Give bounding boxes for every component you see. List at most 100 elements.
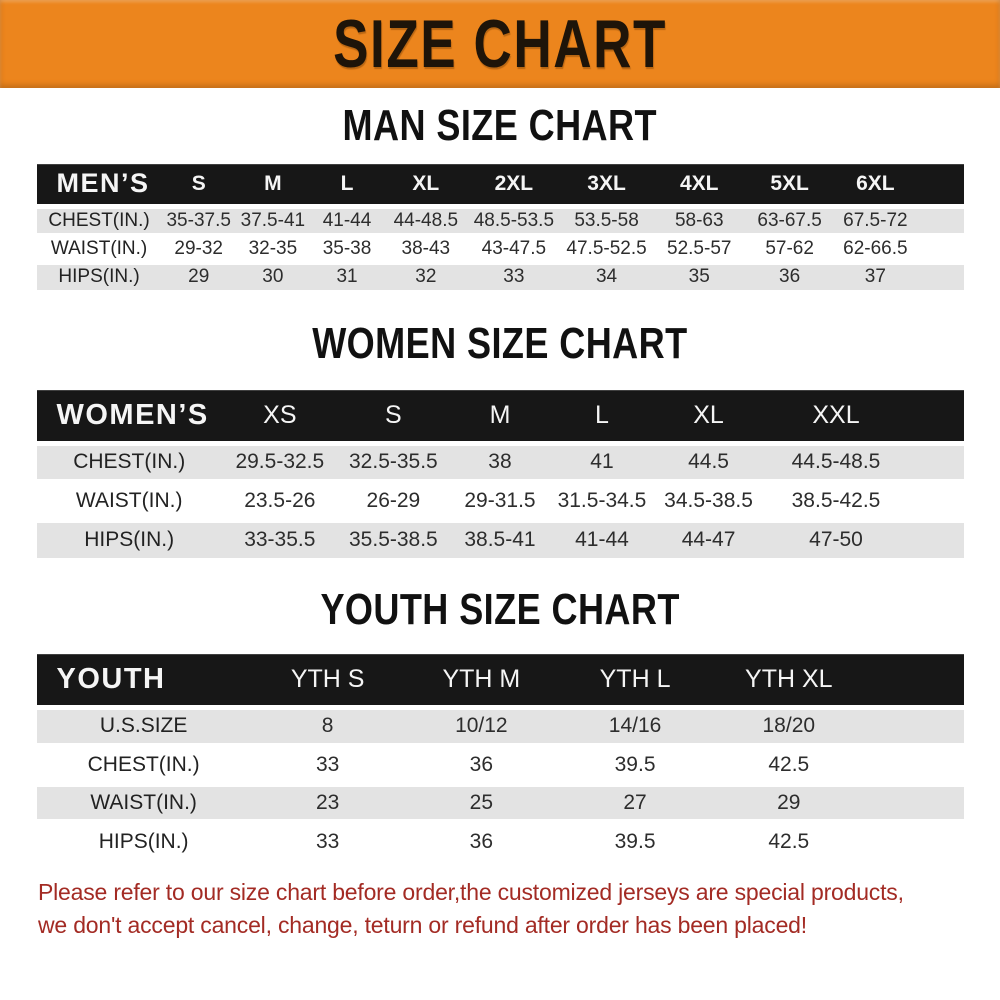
- size-cell: 44.5: [688, 450, 729, 474]
- table-row: HIPS(IN.) 33-35.5 35.5-38.5 38.5-41 41-44 44-…: [36, 519, 964, 558]
- size-cell: 63-67.5: [757, 209, 822, 231]
- column-header: M: [235, 164, 310, 206]
- size-cell: 29.5-32.5: [235, 450, 325, 474]
- row-label: HIPS(IN.): [98, 830, 189, 853]
- size-cell: 18/20: [762, 714, 816, 738]
- column-header: L: [309, 164, 385, 206]
- size-cell: 23: [315, 790, 340, 814]
- size-cell: 33: [503, 266, 525, 287]
- youth-section-heading-text: YOUTH SIZE CHART: [320, 584, 680, 634]
- table-row: HIPS(IN.) 33 36 39.5 42.5: [36, 821, 964, 860]
- size-cell: 25: [469, 790, 494, 814]
- row-spacer-cell: [917, 235, 963, 263]
- column-header: S: [337, 389, 449, 444]
- column-header: S: [161, 164, 236, 206]
- column-header: XS: [221, 389, 338, 444]
- column-header: YTH L: [558, 653, 712, 708]
- size-cell: 38-43: [401, 237, 451, 259]
- size-cell: 33-35.5: [244, 528, 316, 551]
- women-section-heading-text: WOMEN SIZE CHART: [312, 318, 688, 368]
- men-size-section: MAN SIZE CHART MEN’S S M L XL 2XL 3XL 4XL 5XL 6XL…: [0, 102, 1000, 290]
- row-spacer-cell: [866, 784, 964, 822]
- size-cell: 47-50: [809, 528, 863, 551]
- size-cell: 29-32: [174, 237, 224, 259]
- row-spacer-cell: [908, 520, 964, 558]
- men-size-table: MEN’S S M L XL 2XL 3XL 4XL 5XL 6XL CHEST(IN.) 35-37…: [36, 164, 964, 290]
- size-cell: 30: [262, 266, 284, 287]
- table-row: CHEST(IN.) 29.5-32.5 32.5-35.5 38 41 44.5 44.5…: [36, 443, 964, 482]
- table-row: CHEST(IN.) 33 36 39.5 42.5: [36, 745, 964, 784]
- table-row: WAIST(IN.) 23.5-26 26-29 29-31.5 31.5-34.5 34…: [36, 481, 964, 520]
- column-header: M: [449, 389, 551, 444]
- row-spacer-cell: [917, 263, 963, 290]
- column-header: L: [550, 389, 653, 444]
- size-cell: 42.5: [768, 830, 810, 853]
- table-row: U.S.SIZE 8 10/12 14/16 18/20: [36, 707, 964, 746]
- header-spacer-cell: [917, 164, 964, 206]
- notice-line-1: Please refer to our size chart before or…: [38, 878, 904, 905]
- column-header: YTH XL: [711, 653, 866, 708]
- size-cell: 14/16: [608, 714, 662, 738]
- column-header: 3XL: [560, 164, 653, 206]
- men-section-heading: MAN SIZE CHART: [0, 102, 1000, 150]
- column-header: 2XL: [467, 164, 561, 206]
- header-spacer-cell: [907, 389, 964, 444]
- table-header-row: MEN’S S M L XL 2XL 3XL 4XL 5XL 6XL: [36, 164, 964, 206]
- table-group-label: YOUTH: [36, 653, 251, 708]
- size-cell: 29-31.5: [464, 488, 536, 512]
- header-spacer-cell: [865, 653, 964, 708]
- youth-size-table: YOUTH YTH S YTH M YTH L YTH XL U.S.SIZE 8 10/12…: [36, 653, 964, 860]
- size-cell: 43-47.5: [481, 237, 547, 259]
- row-label: CHEST(IN.): [48, 209, 150, 231]
- size-cell: 42.5: [768, 752, 810, 776]
- table-group-label: WOMEN’S: [36, 389, 222, 444]
- table-group-label: MEN’S: [36, 164, 162, 206]
- column-header: XXL: [764, 389, 908, 444]
- size-cell: 41: [590, 450, 614, 474]
- column-header: 4XL: [652, 164, 746, 206]
- size-cell: 36: [779, 266, 801, 287]
- size-cell: 26-29: [366, 488, 421, 512]
- size-cell: 23.5-26: [244, 488, 316, 512]
- size-cell: 36: [469, 752, 494, 776]
- size-cell: 10/12: [455, 714, 508, 738]
- size-cell: 37: [864, 266, 886, 287]
- row-spacer-cell: [908, 482, 964, 520]
- size-cell: 35: [688, 266, 710, 287]
- size-cell: 39.5: [614, 752, 656, 776]
- size-cell: 29: [188, 266, 210, 287]
- size-cell: 38.5-42.5: [791, 488, 881, 512]
- women-size-section: WOMEN SIZE CHART WOMEN’S XS S M L XL XXL CHEST(…: [0, 318, 1000, 558]
- women-size-table: WOMEN’S XS S M L XL XXL CHEST(IN.) 29.5-32.5 32.5…: [36, 389, 964, 558]
- size-cell: 53.5-58: [574, 209, 639, 231]
- column-header: 5XL: [745, 164, 834, 206]
- row-spacer-cell: [917, 206, 963, 235]
- size-cell: 58-63: [674, 209, 724, 231]
- size-cell: 44-48.5: [393, 209, 459, 231]
- column-header: XL: [384, 164, 468, 206]
- size-cell: 39.5: [614, 830, 656, 853]
- size-cell: 35-38: [322, 237, 372, 259]
- size-cell: 44-47: [681, 528, 736, 551]
- table-row: WAIST(IN.) 23 25 27 29: [36, 783, 964, 822]
- size-cell: 38: [488, 450, 512, 474]
- size-cell: 62-66.5: [843, 237, 908, 259]
- order-notice: Please refer to our size chart before or…: [38, 876, 1000, 942]
- row-spacer-cell: [908, 444, 964, 482]
- row-label: HIPS(IN.): [84, 528, 175, 551]
- size-cell: 48.5-53.5: [473, 209, 555, 231]
- size-cell: 32.5-35.5: [349, 450, 438, 474]
- size-cell: 34: [595, 266, 618, 287]
- size-cell: 35-37.5: [166, 209, 231, 231]
- table-header-row: YOUTH YTH S YTH M YTH L YTH XL: [36, 653, 964, 708]
- women-section-heading: WOMEN SIZE CHART: [0, 318, 1000, 368]
- men-section-heading-text: MAN SIZE CHART: [342, 101, 658, 150]
- banner-title: SIZE CHART: [333, 6, 667, 82]
- size-cell: 41-44: [575, 528, 629, 551]
- table-row: CHEST(IN.) 35-37.5 37.5-41 41-44 44-48.5 48.5…: [36, 206, 964, 235]
- size-cell: 31.5-34.5: [557, 488, 647, 512]
- notice-line-2: we don't accept cancel, change, teturn o…: [38, 911, 807, 938]
- size-cell: 32-35: [248, 237, 298, 259]
- size-cell: 34.5-38.5: [664, 488, 753, 512]
